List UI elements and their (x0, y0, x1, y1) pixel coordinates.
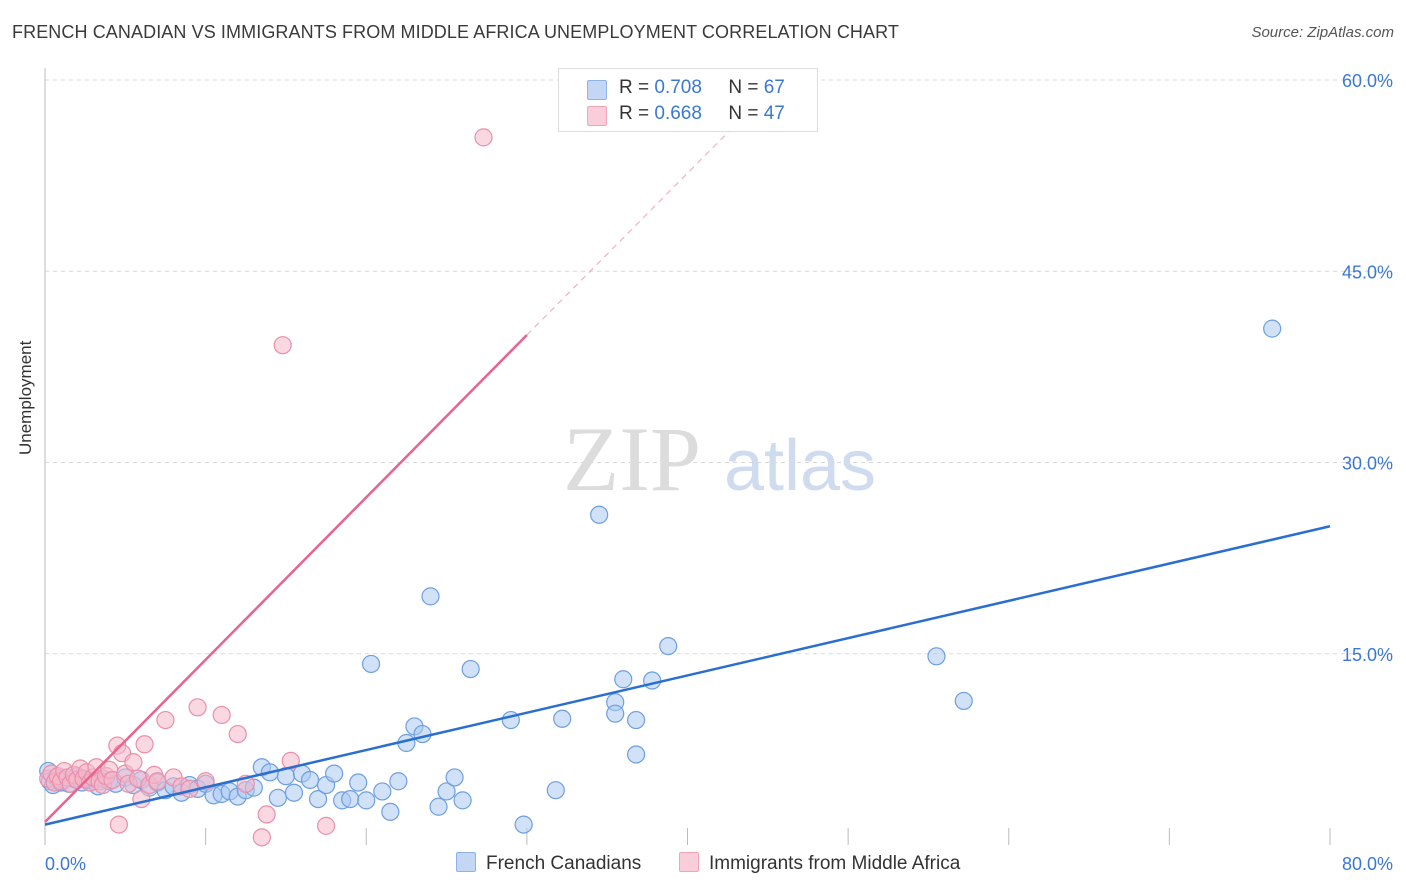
middle-africa-point (252, 828, 271, 847)
bottom-legend-swatch-blue (456, 852, 476, 872)
tick-labels: 15.0% 30.0% 45.0% 60.0% 0.0% 80.0% (45, 71, 1393, 874)
french-canadian-point (614, 670, 633, 689)
french-canadian-trend-line (44, 525, 1331, 826)
french-canadian-point (659, 636, 678, 656)
french-canadian-point (300, 770, 320, 790)
french-canadian-point (445, 768, 464, 787)
legend-text-2: R = 0.668 N = 47 (619, 103, 785, 125)
source-credit: Source: ZipAtlas.com (1251, 24, 1394, 41)
french-canadian-point (429, 797, 448, 816)
watermark-zip: ZIP (563, 408, 701, 510)
french-canadian-point (341, 789, 360, 809)
french-canadian-point (927, 647, 946, 666)
y-axis-label: Unemployment (16, 340, 35, 455)
y-tick-label: 30.0% (1342, 454, 1393, 474)
middle-africa-point (156, 710, 175, 730)
r-label: R = (619, 77, 650, 98)
french-canadian-point (626, 710, 646, 730)
french-canadian-point (643, 671, 662, 690)
french-canadian-point (373, 782, 392, 801)
bottom-legend-label-blue: French Canadians (486, 853, 642, 874)
bottom-legend-label-pink: Immigrants from Middle Africa (709, 853, 961, 874)
french-canadian-point (1263, 319, 1282, 338)
french-canadian-point (284, 783, 304, 802)
middle-africa-point (257, 805, 276, 824)
french-canadian-point (461, 659, 480, 679)
chart-title: FRENCH CANADIAN VS IMMIGRANTS FROM MIDDL… (12, 22, 899, 42)
watermark-atlas: atlas (724, 426, 876, 506)
french-canadian-point (606, 704, 625, 723)
legend-text-1: R = 0.708 N = 67 (619, 77, 785, 99)
french-canadian-point (413, 724, 432, 744)
r-label: R = (619, 103, 650, 124)
middle-africa-point (148, 772, 167, 791)
y-tick-label: 60.0% (1342, 71, 1393, 91)
middle-africa-point (474, 128, 493, 147)
middle-africa-trend-line (44, 334, 528, 823)
bottom-legend-french-canadians: French Canadians (456, 852, 641, 875)
trend-lines (44, 124, 1331, 826)
correlation-legend: R = 0.708 N = 67 R = 0.668 N = 47 (558, 68, 818, 132)
french-canadian-point (349, 773, 368, 792)
french-canadian-point (514, 815, 533, 834)
r-value-blue: 0.708 (654, 77, 702, 98)
french-canadian-point (437, 782, 456, 801)
french-canadian-point (546, 781, 565, 800)
axes (44, 68, 1331, 845)
n-label: N = (728, 77, 759, 98)
middle-africa-point (135, 735, 154, 754)
middle-africa-trend-extension (526, 124, 737, 336)
y-tick-label: 45.0% (1342, 262, 1393, 282)
middle-africa-point (316, 816, 336, 835)
middle-africa-point (228, 724, 247, 744)
middle-africa-point (188, 698, 207, 717)
r-value-pink: 0.668 (654, 103, 702, 124)
middle-africa-point (212, 705, 231, 725)
bottom-legend-middle-africa: Immigrants from Middle Africa (679, 852, 960, 875)
n-value-pink: 47 (763, 103, 785, 124)
n-value-blue: 67 (763, 77, 785, 98)
grid-lines (45, 79, 1392, 655)
french-canadian-point (626, 745, 646, 764)
x-tick-label: 80.0% (1342, 854, 1393, 874)
watermark: ZIP atlas (563, 408, 876, 510)
french-canadian-point (421, 587, 440, 606)
legend-swatch-pink (587, 106, 607, 126)
french-canadian-point (453, 791, 472, 810)
middle-africa-point (124, 753, 143, 772)
french-canadian-point (361, 654, 381, 674)
middle-africa-point (109, 815, 128, 834)
french-canadian-point (268, 788, 288, 807)
y-tick-label: 15.0% (1342, 645, 1393, 665)
x-tick-label: 0.0% (45, 854, 86, 874)
french-canadian-point (325, 764, 344, 783)
french-canadian-point (389, 772, 408, 791)
middle-africa-point (273, 336, 292, 355)
french-canadian-point (381, 802, 400, 821)
bottom-legend-swatch-pink (679, 852, 699, 872)
french-canadian-point (357, 791, 376, 810)
french-canadian-point (553, 709, 572, 728)
n-label: N = (728, 103, 759, 124)
legend-swatch-blue (587, 80, 607, 100)
french-canadian-point (590, 505, 609, 524)
french-canadian-point (308, 789, 328, 809)
middle-africa-point (281, 751, 300, 770)
french-canadian-point (954, 691, 973, 711)
